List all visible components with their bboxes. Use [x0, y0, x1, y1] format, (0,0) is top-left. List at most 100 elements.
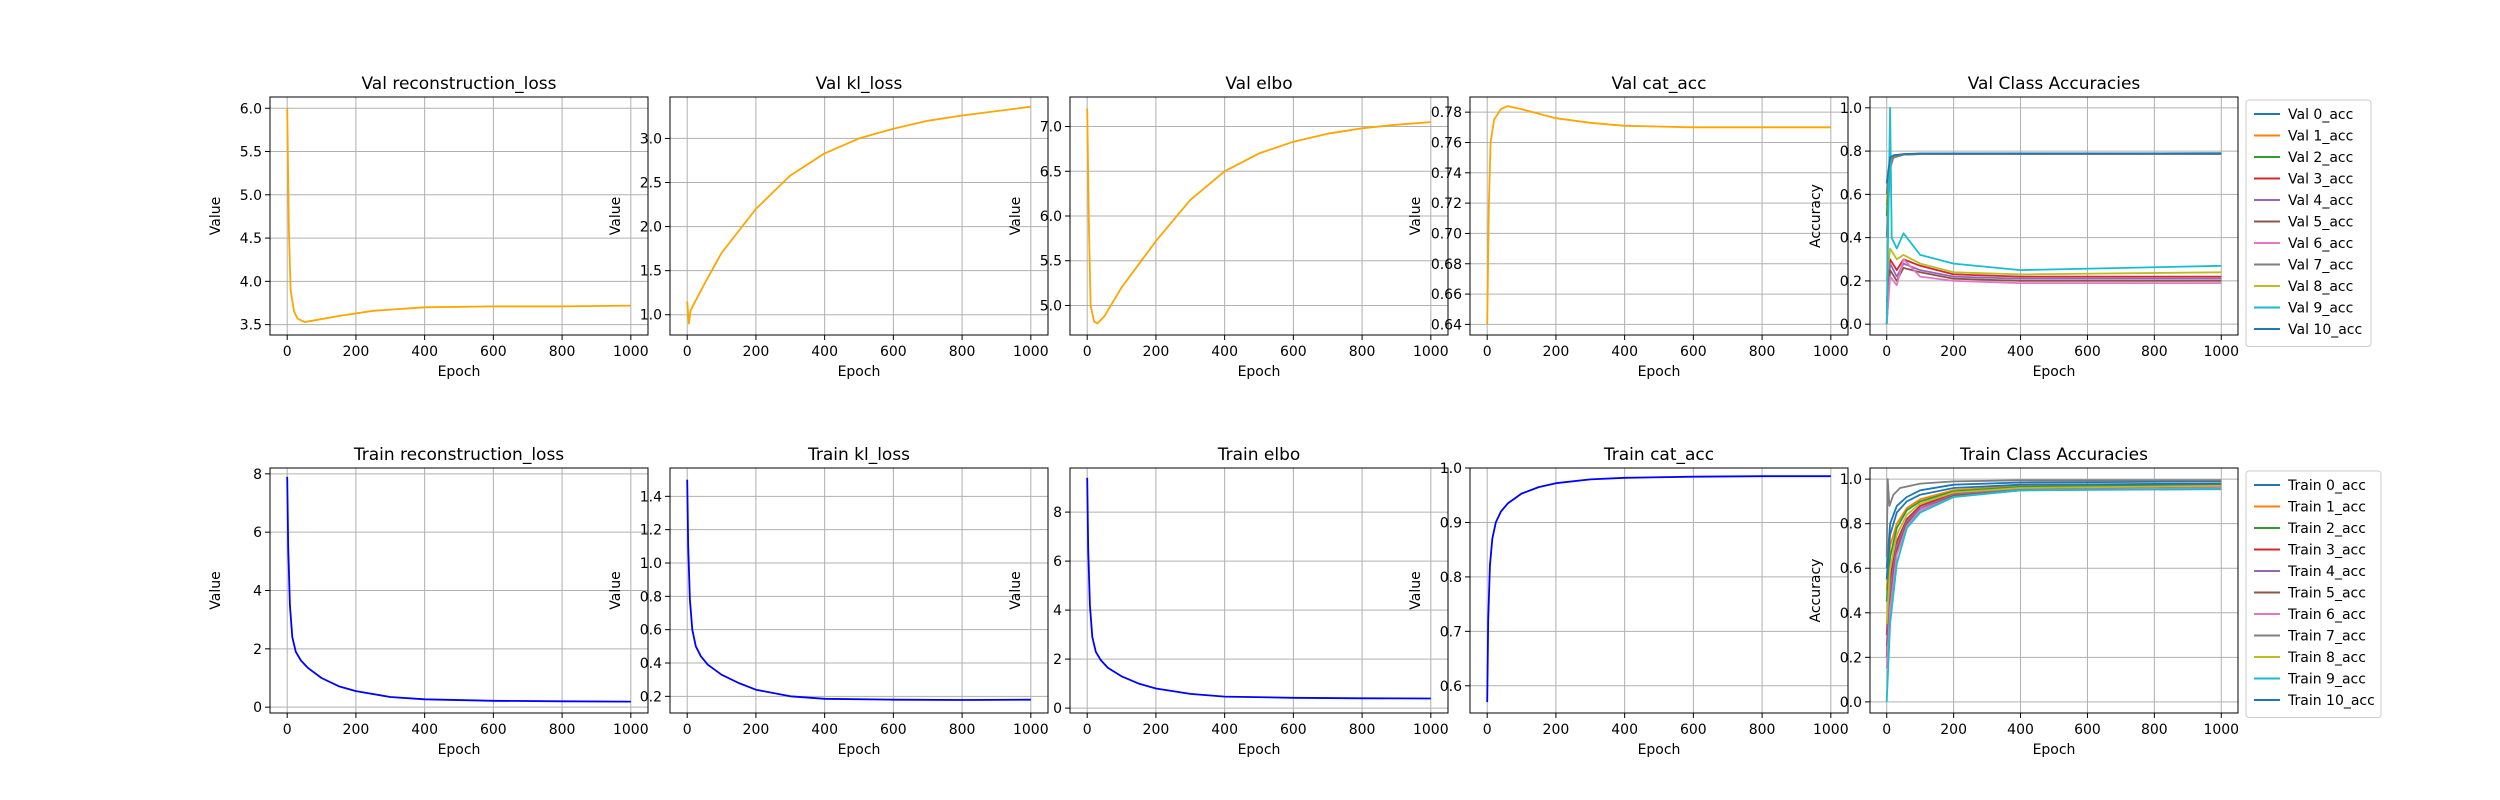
- x-tick-label: 800: [1749, 344, 1776, 360]
- x-tick-label: 800: [949, 344, 976, 360]
- series-line-7: [1885, 153, 2222, 238]
- y-tick-label: 0.2: [1840, 650, 1862, 666]
- y-tick-label: 0.6: [640, 623, 662, 639]
- y-tick-label: 0.2: [640, 689, 662, 705]
- y-tick-label: 1.4: [640, 489, 662, 505]
- legend-entry: Train 9_acc: [2287, 672, 2366, 688]
- x-tick-label: 600: [880, 722, 907, 738]
- y-tick-label: 6.0: [1040, 209, 1062, 225]
- y-tick-label: 0.76: [1431, 135, 1462, 151]
- y-axis-label: Value: [608, 571, 624, 609]
- y-tick-label: 3.0: [640, 131, 662, 147]
- chart-title: Val Class Accuracies: [1968, 74, 2141, 94]
- series-line-0: [286, 476, 631, 703]
- y-tick-label: 0.4: [1840, 606, 1862, 622]
- legend: Val 0_acc Val 1_acc Val 2_acc Val 3_acc Val …: [2245, 99, 2372, 347]
- y-tick-label: 0.2: [1840, 274, 1862, 290]
- legend-entry: Train 10_acc: [2287, 693, 2375, 709]
- chart-6: 0 200 400 600 800 1000 0.2 0.4 0.6 0.8 1.0 1.2 1.4 Tr…: [608, 445, 1049, 758]
- series-line-2: [1885, 483, 2222, 602]
- y-tick-label: 4.5: [240, 231, 262, 247]
- x-tick-label: 1000: [1413, 344, 1449, 360]
- axes-frame: [1069, 467, 1449, 714]
- y-tick-label: 4.0: [240, 274, 262, 290]
- x-tick-label: 200: [1940, 722, 1967, 738]
- axes-frame: [669, 96, 1049, 336]
- x-tick-label: 600: [1680, 722, 1707, 738]
- legend-entry: Train 2_acc: [2287, 521, 2366, 537]
- x-tick-label: 400: [811, 722, 838, 738]
- legend-entry: Val 7_acc: [2288, 258, 2353, 274]
- legend-entry: Val 0_acc: [2288, 107, 2353, 123]
- axes-frame: [1469, 467, 1849, 714]
- x-tick-label: 400: [1611, 722, 1638, 738]
- x-tick-label: 800: [549, 722, 576, 738]
- y-tick-label: 6.5: [1040, 164, 1062, 180]
- x-tick-label: 200: [343, 722, 370, 738]
- legend-entry: Train 8_acc: [2287, 650, 2366, 666]
- series-line-0: [286, 108, 631, 323]
- x-tick-label: 1000: [1413, 722, 1449, 738]
- y-tick-label: 1.0: [1840, 101, 1862, 117]
- x-tick-label: 0: [1882, 344, 1891, 360]
- x-tick-label: 400: [1611, 344, 1638, 360]
- y-tick-label: 5.0: [1040, 298, 1062, 314]
- x-tick-label: 200: [743, 344, 770, 360]
- series-line-5: [1885, 266, 2222, 325]
- chart-title: Val cat_acc: [1612, 74, 1707, 94]
- x-tick-label: 1000: [2203, 722, 2239, 738]
- series-line-2: [1885, 152, 2222, 217]
- y-tick-label: 7.0: [1040, 120, 1062, 136]
- y-axis-label: Accuracy: [1808, 559, 1824, 623]
- x-tick-label: 200: [1143, 344, 1170, 360]
- y-tick-label: 1.0: [640, 556, 662, 572]
- chart-8: 0 200 400 600 800 1000 0.6 0.7 0.8 0.9 1.0 Train ca…: [1408, 445, 1849, 758]
- y-tick-label: 0.8: [1840, 144, 1862, 160]
- x-tick-label: 600: [2074, 344, 2101, 360]
- legend-entry: Train 7_acc: [2287, 629, 2366, 645]
- y-tick-label: 0.66: [1431, 287, 1462, 303]
- y-tick-label: 2.0: [640, 220, 662, 236]
- y-axis-label: Value: [1408, 571, 1424, 609]
- y-tick-label: 0.6: [1840, 187, 1862, 203]
- legend-entry: Val 9_acc: [2288, 301, 2353, 317]
- series-line-6: [1885, 487, 2222, 669]
- x-tick-label: 800: [2141, 722, 2168, 738]
- y-axis-label: Value: [1008, 571, 1024, 609]
- series-line-8: [1885, 247, 2222, 281]
- y-tick-label: 5.5: [1040, 254, 1062, 270]
- y-tick-label: 4: [1053, 603, 1062, 619]
- x-tick-label: 600: [880, 344, 907, 360]
- x-axis-label: Epoch: [438, 364, 481, 380]
- series-line-10: [1885, 482, 2222, 580]
- series-line-1: [1885, 152, 2222, 206]
- x-tick-label: 200: [1543, 722, 1570, 738]
- x-tick-label: 800: [949, 722, 976, 738]
- series-line-0: [1486, 475, 1831, 703]
- y-tick-label: 8: [1053, 505, 1062, 521]
- chart-title: Train elbo: [1217, 445, 1301, 465]
- series-line-0: [1086, 108, 1431, 325]
- x-tick-label: 600: [1280, 344, 1307, 360]
- y-tick-label: 0.4: [1840, 231, 1862, 247]
- x-tick-label: 0: [1483, 722, 1492, 738]
- legend-box: [2245, 470, 2382, 718]
- y-tick-label: 0.8: [1840, 517, 1862, 533]
- chart-1: 0 200 400 600 800 1000 1.0 1.5 2.0 2.5 3.0 Val kl_l…: [608, 74, 1049, 380]
- legend-entry: Val 4_acc: [2288, 193, 2353, 209]
- y-tick-label: 3.5: [240, 318, 262, 334]
- y-tick-label: 2: [1053, 652, 1062, 668]
- series-line-6: [1885, 258, 2222, 325]
- x-tick-label: 1000: [1013, 344, 1049, 360]
- x-tick-label: 400: [2007, 344, 2034, 360]
- chart-5: 0 200 400 600 800 1000 0 2 4 6 8 Train reconstructi…: [208, 445, 649, 758]
- x-tick-label: 1000: [1013, 722, 1049, 738]
- legend-entry: Val 3_acc: [2288, 172, 2353, 188]
- legend-entry: Train 3_acc: [2287, 543, 2366, 559]
- x-tick-label: 800: [1749, 722, 1776, 738]
- series-line-4: [1885, 486, 2222, 647]
- y-tick-label: 0.0: [1840, 317, 1862, 333]
- x-axis-label: Epoch: [1638, 742, 1681, 758]
- chart-title: Val elbo: [1225, 74, 1292, 94]
- axes-frame: [669, 467, 1049, 714]
